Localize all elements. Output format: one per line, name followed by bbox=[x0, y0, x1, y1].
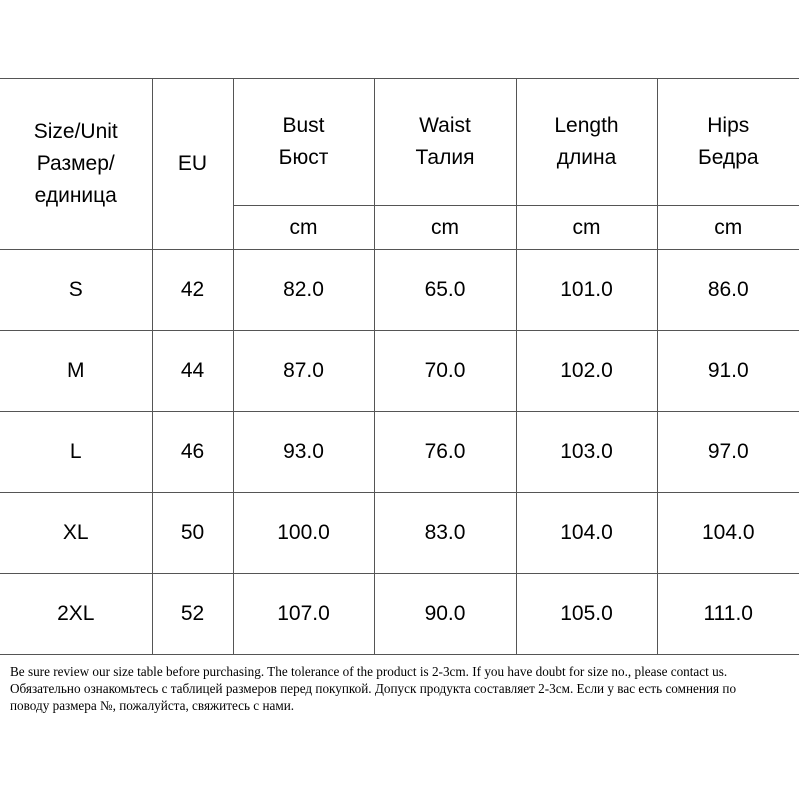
bust-cell: 100.0 bbox=[232, 492, 375, 574]
waist-header: Waist Талия bbox=[373, 78, 517, 206]
length-header: Length длина bbox=[515, 78, 658, 206]
table-row: L 46 93.0 76.0 103.0 97.0 bbox=[0, 411, 799, 493]
length-cell: 102.0 bbox=[515, 330, 658, 412]
hips-cell: 97.0 bbox=[656, 411, 799, 493]
note-line-en: Be sure review our size table before pur… bbox=[10, 664, 728, 679]
table-row: XL 50 100.0 83.0 104.0 104.0 bbox=[0, 492, 799, 574]
hips-header-en: Hips bbox=[707, 114, 750, 137]
waist-cell: 76.0 bbox=[373, 411, 517, 493]
note-line-ru: Обязательно ознакомьтесь с таблицей разм… bbox=[10, 681, 737, 696]
size-cell: L bbox=[0, 411, 153, 493]
waist-cell: 83.0 bbox=[373, 492, 517, 574]
length-cell: 104.0 bbox=[515, 492, 658, 574]
bust-header: Bust Бюст bbox=[232, 78, 375, 206]
hips-cell: 86.0 bbox=[656, 249, 799, 331]
eu-cell: 46 bbox=[151, 411, 234, 493]
bust-cell: 93.0 bbox=[232, 411, 375, 493]
length-cell: 105.0 bbox=[515, 573, 658, 655]
bust-header-en: Bust bbox=[282, 114, 325, 137]
waist-unit: cm bbox=[373, 205, 517, 250]
waist-header-en: Waist bbox=[419, 114, 471, 137]
bust-cell: 82.0 bbox=[232, 249, 375, 331]
bust-cell: 107.0 bbox=[232, 573, 375, 655]
bust-header-ru: Бюст bbox=[278, 146, 329, 169]
size-cell: S bbox=[0, 249, 153, 331]
waist-cell: 90.0 bbox=[373, 573, 517, 655]
eu-cell: 52 bbox=[151, 573, 234, 655]
note-line-ru-cont: поводу размера №, пожалуйста, свяжитесь … bbox=[10, 698, 295, 713]
length-cell: 103.0 bbox=[515, 411, 658, 493]
length-header-en: Length bbox=[554, 114, 619, 137]
unit-row: cm cm cm cm bbox=[0, 205, 799, 250]
size-cell: XL bbox=[0, 492, 153, 574]
size-note: Be sure review our size table before pur… bbox=[10, 663, 790, 714]
eu-header: EU bbox=[151, 78, 234, 250]
length-unit: cm bbox=[515, 205, 658, 250]
bust-cell: 87.0 bbox=[232, 330, 375, 412]
length-header-ru: длина bbox=[556, 146, 617, 169]
hips-cell: 104.0 bbox=[656, 492, 799, 574]
size-unit-header-ru-2: единица bbox=[34, 184, 117, 207]
eu-cell: 50 bbox=[151, 492, 234, 574]
hips-header-ru: Бедра bbox=[697, 146, 759, 169]
table-row: S 42 82.0 65.0 101.0 86.0 bbox=[0, 249, 799, 331]
eu-cell: 42 bbox=[151, 249, 234, 331]
size-unit-header-ru: Размер/ bbox=[36, 152, 115, 175]
size-cell: 2XL bbox=[0, 573, 153, 655]
waist-cell: 65.0 bbox=[373, 249, 517, 331]
table-row: M 44 87.0 70.0 102.0 91.0 bbox=[0, 330, 799, 412]
hips-cell: 111.0 bbox=[656, 573, 799, 655]
hips-unit: cm bbox=[656, 205, 799, 250]
size-unit-header: Size/Unit Размер/ единица bbox=[0, 78, 153, 250]
table-header-row: Size/Unit Размер/ единица EU Bust Бюст W… bbox=[0, 78, 799, 250]
table-row: 2XL 52 107.0 90.0 105.0 111.0 bbox=[0, 573, 799, 655]
hips-header: Hips Бедра bbox=[656, 78, 799, 206]
eu-header-label: EU bbox=[177, 152, 208, 175]
size-cell: M bbox=[0, 330, 153, 412]
size-unit-header-en: Size/Unit bbox=[33, 120, 118, 143]
waist-header-ru: Талия bbox=[415, 146, 475, 169]
eu-cell: 44 bbox=[151, 330, 234, 412]
length-cell: 101.0 bbox=[515, 249, 658, 331]
size-chart-table: Size/Unit Размер/ единица EU Bust Бюст W… bbox=[0, 78, 799, 655]
hips-cell: 91.0 bbox=[656, 330, 799, 412]
bust-unit: cm bbox=[232, 205, 375, 250]
waist-cell: 70.0 bbox=[373, 330, 517, 412]
